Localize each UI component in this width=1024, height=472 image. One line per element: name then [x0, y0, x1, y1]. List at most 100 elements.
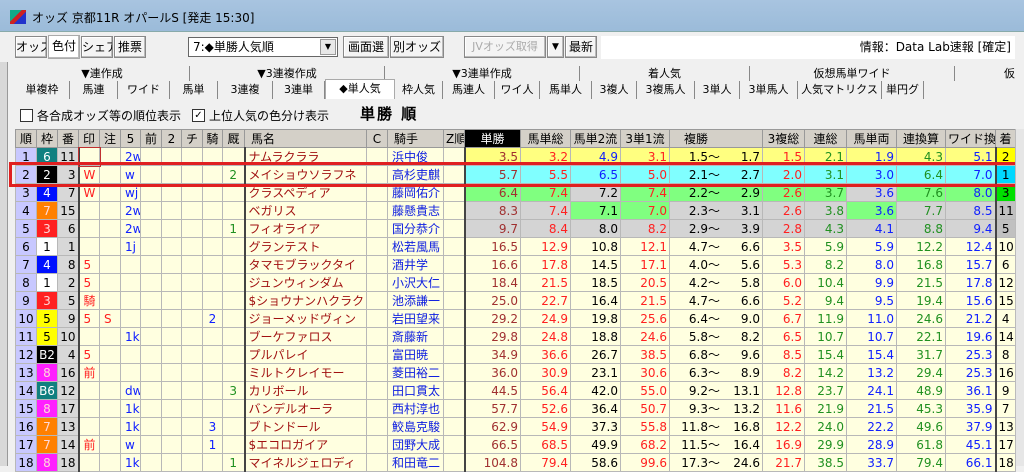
cell-ut_sou[interactable]: 12.9 — [520, 237, 571, 256]
cell-ren[interactable]: 24.0 — [804, 417, 847, 436]
cell-sp[interactable]: 2.0 — [762, 165, 805, 184]
cell-name[interactable]: $エコロガイア — [243, 435, 367, 454]
cell-chu[interactable] — [99, 183, 121, 202]
cell-mae[interactable] — [140, 435, 162, 454]
cell-rank[interactable]: 9 — [15, 291, 37, 310]
cell-waku[interactable]: 5 — [36, 309, 58, 328]
cell-chaku[interactable]: 7 — [994, 399, 1016, 418]
cell-fuku[interactable]: 4.2〜 5.8 — [669, 273, 763, 292]
cell-five[interactable]: 2w — [120, 147, 141, 166]
cell-jockey[interactable]: 和田竜二 — [387, 453, 444, 472]
cell-chi[interactable] — [181, 345, 203, 364]
cell-name[interactable]: $ショウナンハクラク — [243, 291, 367, 310]
cell-mark[interactable] — [77, 417, 100, 436]
column-header[interactable]: Z順 — [443, 129, 465, 148]
column-header[interactable]: 馬単両 — [846, 129, 897, 148]
cell-c[interactable] — [366, 183, 388, 202]
table-row[interactable]: 8 1 2 5 ジュンウィンダム 小沢大仁 18.4 21.5 18.5 20.5 4.2〜 5.8 6… — [15, 273, 1016, 292]
cell-mae[interactable] — [140, 309, 162, 328]
cell-jockey[interactable]: 西村淳也 — [387, 399, 444, 418]
table-row[interactable]: 15 8 17 1k バンデルオーラ 西村淳也 57.7 52.6 36.4 50.7 9.3〜 13… — [15, 399, 1016, 418]
cell-ren[interactable]: 2.1 — [804, 147, 847, 166]
cell-s1[interactable]: 99.6 — [620, 453, 670, 472]
refresh-button[interactable]: 最新 — [565, 36, 597, 58]
cell-z[interactable] — [443, 453, 465, 472]
cell-s1[interactable]: 38.5 — [620, 345, 670, 364]
cell-jockey[interactable]: 鮫島克駿 — [387, 417, 444, 436]
cell-ut_sou[interactable]: 8.4 — [520, 219, 571, 238]
cell-renkan[interactable]: 49.6 — [896, 417, 946, 436]
cell-five[interactable]: 1k — [120, 327, 141, 346]
cell-renkan[interactable]: 19.4 — [896, 291, 946, 310]
cell-five[interactable]: w — [120, 435, 141, 454]
cell-tan[interactable]: 25.0 — [463, 291, 521, 310]
tab-item[interactable]: 3単人 — [695, 81, 740, 99]
cell-mark[interactable]: 5 — [77, 273, 100, 292]
cell-jockey[interactable]: 富田暁 — [387, 345, 444, 364]
cell-ki[interactable]: 3 — [202, 417, 223, 436]
cell-kyu[interactable] — [222, 399, 245, 418]
cell-renkan[interactable]: 45.3 — [896, 399, 946, 418]
cell-ki[interactable] — [202, 327, 223, 346]
cell-tan[interactable]: 44.5 — [463, 381, 521, 400]
cell-kyu[interactable] — [222, 237, 245, 256]
cell-z[interactable] — [443, 417, 465, 436]
cell-c[interactable] — [366, 165, 388, 184]
cell-chaku[interactable]: 15 — [994, 291, 1016, 310]
cell-wide[interactable]: 8.0 — [945, 183, 996, 202]
cell-mae[interactable] — [140, 417, 162, 436]
cell-fuku[interactable]: 1.5〜 1.7 — [669, 147, 763, 166]
cell-mark[interactable]: 5 — [77, 255, 100, 274]
cell-wide[interactable]: 19.6 — [945, 327, 996, 346]
tab-item[interactable]: 馬連 — [70, 81, 118, 99]
cell-rank[interactable]: 6 — [15, 237, 37, 256]
cell-ut2[interactable]: 23.1 — [570, 363, 621, 382]
tab-item[interactable]: 3連単 — [273, 81, 325, 99]
cell-s1[interactable]: 21.5 — [620, 291, 670, 310]
cell-fuku[interactable]: 6.3〜 8.9 — [669, 363, 763, 382]
cell-chaku[interactable]: 13 — [994, 417, 1016, 436]
cell-ren[interactable]: 4.3 — [804, 219, 847, 238]
cell-two[interactable] — [161, 237, 182, 256]
cell-ut_sou[interactable]: 22.7 — [520, 291, 571, 310]
cell-jockey[interactable]: 藤岡佑介 — [387, 183, 444, 202]
cell-five[interactable]: 1k — [120, 417, 141, 436]
table-row[interactable]: 7 4 8 5 タマモブラックタイ 酒井学 16.6 17.8 14.5 17.1 4.0〜 5.6 5… — [15, 255, 1016, 274]
cell-sp[interactable]: 12.8 — [762, 381, 805, 400]
cell-s1[interactable]: 24.6 — [620, 327, 670, 346]
cell-mae[interactable] — [140, 183, 162, 202]
cell-mae[interactable] — [140, 291, 162, 310]
column-header[interactable]: 2 — [161, 129, 182, 148]
cell-renkan[interactable]: 8.8 — [896, 219, 946, 238]
cell-wide[interactable]: 9.4 — [945, 219, 996, 238]
cell-sp[interactable]: 1.5 — [762, 147, 805, 166]
cell-rank[interactable]: 5 — [15, 219, 37, 238]
cell-ut_ryo[interactable]: 28.9 — [846, 435, 897, 454]
cell-s1[interactable]: 17.1 — [620, 255, 670, 274]
cell-mark[interactable]: W — [77, 183, 100, 202]
table-row[interactable]: 13 8 16 前ミルトクレイモー 菱田裕二 36.0 30.9 23.1 30.6 6.3〜 8.… — [15, 363, 1016, 382]
cell-wide[interactable]: 5.1 — [945, 147, 996, 166]
column-header[interactable]: ワイド換 — [945, 129, 996, 148]
cell-z[interactable] — [443, 291, 465, 310]
cell-kyu[interactable]: 2 — [222, 165, 245, 184]
cell-chu[interactable] — [99, 399, 121, 418]
cell-rank[interactable]: 4 — [15, 201, 37, 220]
cell-wide[interactable]: 66.1 — [945, 453, 996, 472]
cell-mae[interactable] — [140, 147, 162, 166]
cell-rank[interactable]: 2 — [15, 165, 37, 184]
cell-two[interactable] — [161, 381, 182, 400]
cell-sp[interactable]: 6.7 — [762, 309, 805, 328]
cell-ut_ryo[interactable]: 1.9 — [846, 147, 897, 166]
cell-name[interactable]: グランテスト — [243, 237, 367, 256]
cell-c[interactable] — [366, 453, 388, 472]
cell-jockey[interactable]: 田口貫太 — [387, 381, 444, 400]
cell-wide[interactable]: 36.1 — [945, 381, 996, 400]
cell-chaku[interactable]: 5 — [994, 219, 1016, 238]
cell-waku[interactable]: 8 — [36, 399, 58, 418]
cell-ut_ryo[interactable]: 33.7 — [846, 453, 897, 472]
cell-ren[interactable]: 8.2 — [804, 255, 847, 274]
